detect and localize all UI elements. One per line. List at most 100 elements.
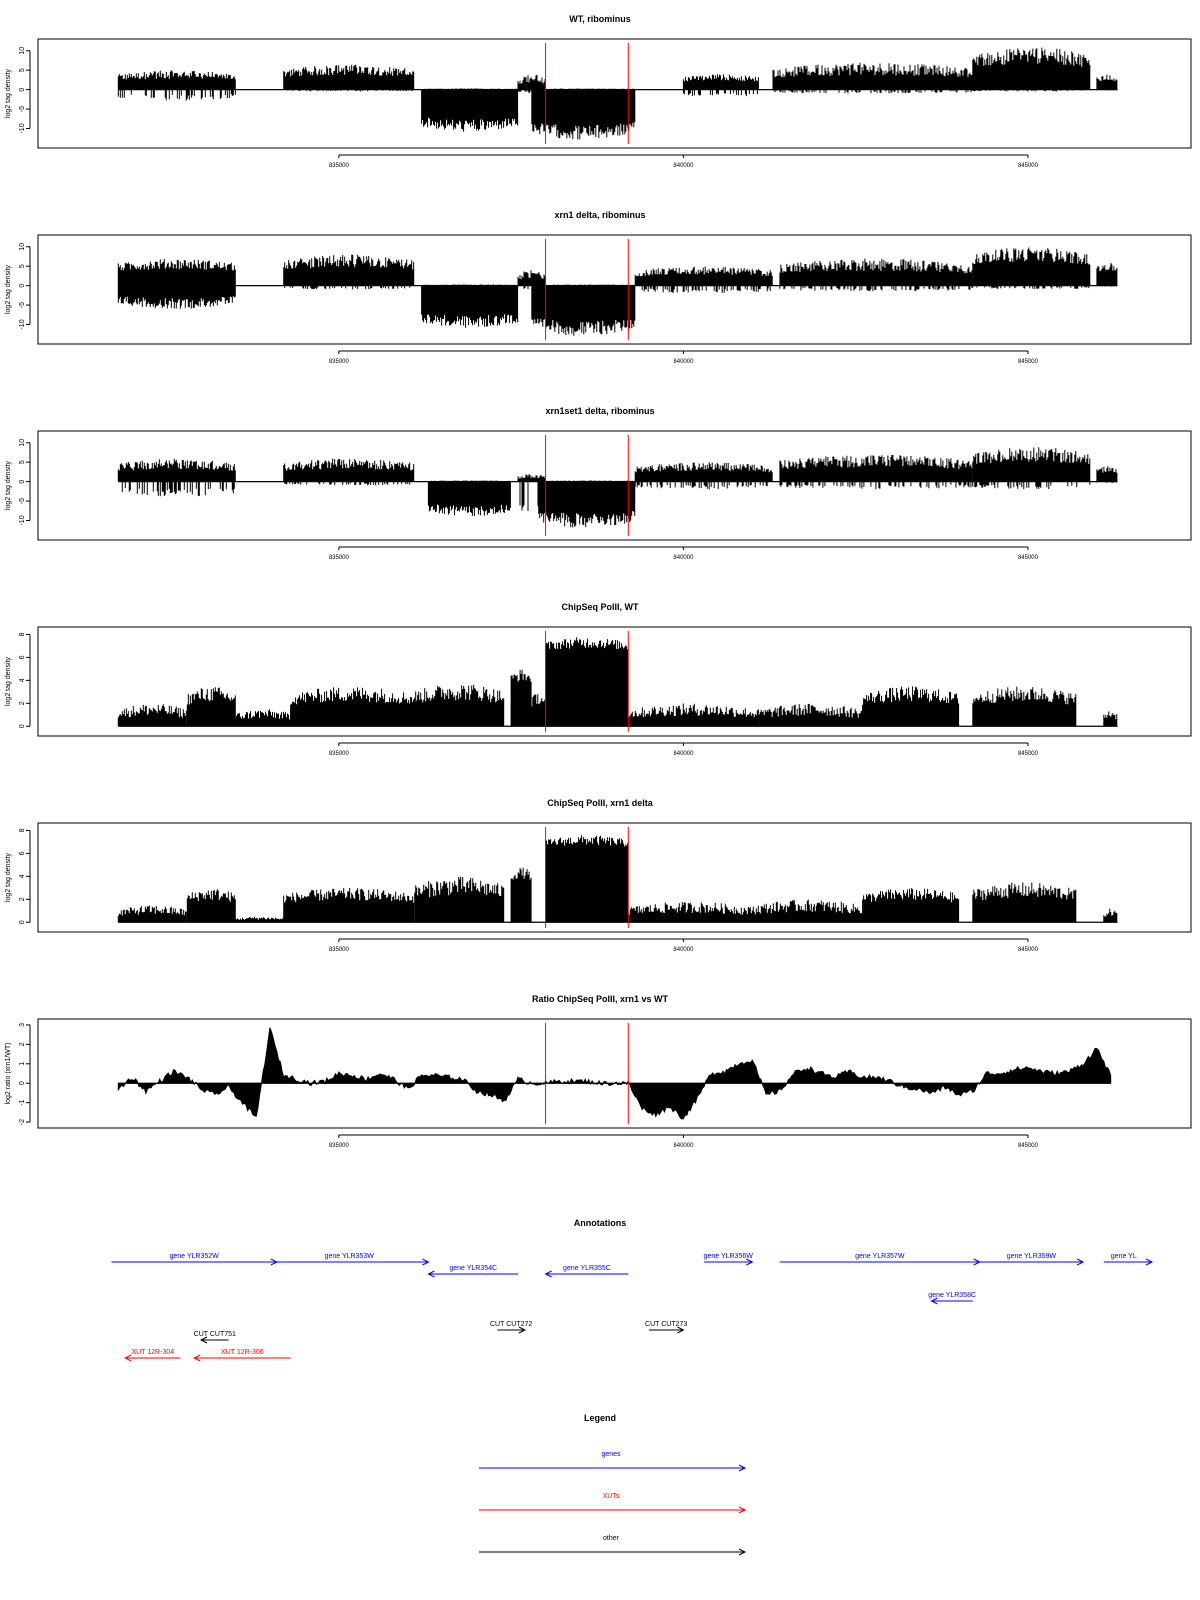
- y-tick-label: 8: [19, 632, 26, 636]
- signal-segment-11: [972, 686, 1077, 727]
- legend-item-label: genes: [601, 1451, 621, 1458]
- signal-bars: [517, 474, 546, 513]
- signal-segment-8: [1096, 262, 1118, 287]
- signal-segment-0: [117, 258, 236, 309]
- signal-segment-8: [1096, 74, 1118, 91]
- signal-bars: [186, 889, 236, 923]
- signal-bars: [517, 74, 546, 94]
- y-axis-label: log2 tag density: [5, 68, 12, 118]
- chart-panel-5: Ratio ChipSeq PolII, xrn1 vs WT -2 -1 0 1 2 3 l…: [5, 994, 1192, 1149]
- signal-bars: [972, 247, 1091, 290]
- signal-segment-9: [862, 888, 960, 923]
- signal-segment-4: [414, 876, 505, 923]
- signal-segment-2: [421, 88, 519, 132]
- x-tick-label: 845000: [1018, 751, 1039, 757]
- y-tick-label: 5: [19, 460, 26, 464]
- arrow-head-icon: [738, 1506, 747, 1514]
- y-tick-label: 4: [19, 874, 26, 878]
- annotation-feature: gene YLR354C: [427, 1265, 519, 1278]
- annotations-title: Annotations: [574, 1218, 627, 1228]
- signal-bars: [235, 916, 284, 923]
- chart-panel-4: ChipSeq PolII, xrn1 delta 0 2 4 6 8 log2 tag d…: [5, 798, 1192, 953]
- y-tick-label: 0: [19, 1081, 26, 1085]
- signal-segment-6: [545, 835, 629, 923]
- signal-bars: [1103, 908, 1118, 923]
- signal-segment-8: [627, 703, 759, 727]
- y-tick-label: 2: [19, 1042, 26, 1046]
- signal-segment-2: [427, 480, 511, 516]
- signal-bars: [421, 284, 519, 328]
- arrow-head-icon: [124, 1354, 132, 1362]
- arrow-head-icon: [544, 1270, 552, 1278]
- signal-segment-2: [235, 916, 284, 923]
- y-tick-label: -2: [19, 1119, 26, 1125]
- signal-bars: [235, 709, 291, 727]
- signal-bars: [117, 704, 187, 727]
- signal-segment-6: [531, 694, 546, 727]
- arrow-head-icon: [738, 1464, 747, 1472]
- signal-bars: [414, 684, 505, 727]
- plot-frame: [37, 626, 1192, 737]
- y-tick-label: 1: [19, 1062, 26, 1066]
- signal-segment-4: [531, 88, 636, 140]
- signal-segment-6: [779, 455, 973, 490]
- arrow-head-icon: [422, 1258, 430, 1266]
- annotation-feature: CUT CUT272: [490, 1321, 532, 1334]
- x-tick-label: 835000: [329, 947, 350, 953]
- arrow-head-icon: [973, 1258, 981, 1266]
- arrow-head-icon: [677, 1326, 685, 1334]
- legend-panel: Legend genes XUTs other: [479, 1413, 747, 1556]
- signal-bars: [531, 284, 636, 336]
- signal-bars: [779, 455, 973, 490]
- chart-title: ChipSeq PolII, xrn1 delta: [547, 798, 654, 808]
- feature-label: gene YLR357W: [855, 1253, 905, 1260]
- arrow-head-icon: [930, 1297, 938, 1305]
- plot-frame: [37, 234, 1192, 345]
- signal-bars: [972, 447, 1091, 490]
- signal-segment-0: [117, 905, 187, 923]
- signal-segment-12: [1103, 711, 1118, 727]
- signal-segment-10: [862, 686, 960, 727]
- feature-label: XUT 12R-306: [221, 1349, 264, 1356]
- signal-segment-5: [510, 867, 532, 923]
- signal-bars: [772, 62, 973, 94]
- signal-bars: [1096, 466, 1118, 483]
- arrow-head-icon: [199, 1336, 208, 1344]
- signal-segment-0: [117, 458, 236, 497]
- feature-label: gene YLR354C: [449, 1265, 497, 1272]
- plot-frame: [37, 1018, 1192, 1129]
- feature-label: gene YLR352W: [169, 1253, 219, 1260]
- signal-bars: [972, 882, 1077, 923]
- signal-bars: [117, 70, 236, 101]
- feature-label: gene YLR358C: [928, 1292, 976, 1299]
- x-tick-label: 840000: [673, 751, 694, 757]
- x-tick-label: 835000: [329, 163, 350, 169]
- signal-bars: [531, 88, 636, 140]
- signal-bars: [117, 905, 187, 923]
- chart-panel-3: ChipSeq PolII, WT 0 2 4 6 8 log2 tag density 83…: [5, 602, 1192, 757]
- signal-bars: [634, 462, 773, 490]
- signal-bars: [283, 887, 415, 923]
- y-tick-label: 10: [19, 439, 26, 447]
- signal-bars: [510, 669, 532, 727]
- y-tick-label: -10: [19, 123, 26, 133]
- x-tick-label: 835000: [329, 751, 350, 757]
- chart-panel-1: xrn1 delta, ribominus -10 -5 0 5 10 log2 tag d…: [5, 210, 1192, 365]
- signal-segment-7: [627, 902, 753, 923]
- y-axis-label: log2 tag density: [5, 264, 12, 314]
- signal-bars: [862, 888, 960, 923]
- signal-bars: [1103, 711, 1118, 727]
- annotation-feature: XUT 12R-306: [193, 1349, 291, 1362]
- signal-bars: [427, 480, 511, 516]
- x-tick-label: 840000: [673, 1143, 694, 1149]
- signal-bars: [627, 902, 753, 923]
- feature-label: CUT CUT751: [194, 1331, 236, 1338]
- signal-segment-2: [235, 709, 291, 727]
- x-tick-label: 845000: [1018, 163, 1039, 169]
- x-tick-label: 835000: [329, 359, 350, 365]
- y-tick-label: 6: [19, 851, 26, 855]
- feature-label: CUT CUT272: [490, 1321, 532, 1328]
- signal-segment-5: [682, 74, 759, 97]
- y-tick-label: 8: [19, 828, 26, 832]
- signal-segment-7: [972, 247, 1091, 290]
